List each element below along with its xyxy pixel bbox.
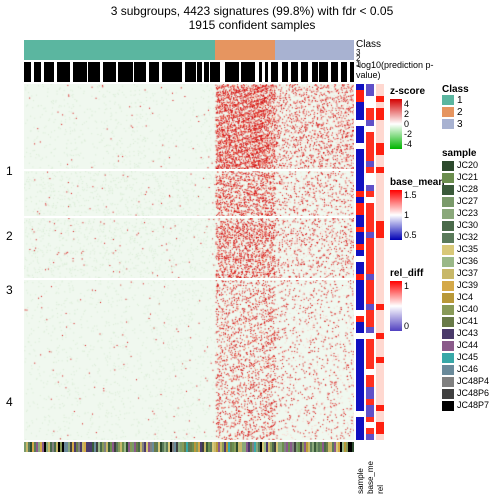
class-seg-2: [215, 40, 274, 60]
class-annotation-bar: [24, 40, 354, 60]
heatmap-group-4: [24, 278, 354, 440]
sample-leg-JC20: JC20: [442, 159, 489, 171]
annot-col-base_mean: [356, 84, 364, 440]
class-seg-3: [275, 40, 354, 60]
sample-leg-JC48P6: JC48P6: [442, 387, 489, 399]
annot-col-rel: [366, 84, 374, 440]
row-label-1: 1: [6, 164, 13, 178]
annot-col-z: [376, 84, 384, 440]
title: 3 subgroups, 4423 signatures (99.8%) wit…: [0, 0, 504, 18]
sample-leg-JC43: JC43: [442, 327, 489, 339]
sample-leg-JC27: JC27: [442, 195, 489, 207]
sample-leg-JC45: JC45: [442, 351, 489, 363]
main-area: 1234: [24, 40, 354, 480]
row-label-3: 3: [6, 283, 13, 297]
row-annotation-labels: sample base_me rel: [356, 461, 384, 494]
heatmap-group-2: [24, 169, 354, 216]
class-seg-1: [24, 40, 215, 60]
sample-leg-JC4: JC4: [442, 291, 489, 303]
sample-leg-JC48P7: JC48P7: [442, 399, 489, 411]
sample-leg-JC28: JC28: [442, 183, 489, 195]
sample-leg-JC23: JC23: [442, 207, 489, 219]
heatmap-group-1: [24, 84, 354, 169]
class-leg-2: 2: [442, 107, 469, 119]
sample-leg-JC30: JC30: [442, 219, 489, 231]
sample-leg-JC32: JC32: [442, 231, 489, 243]
sample-leg-JC41: JC41: [442, 315, 489, 327]
sample-leg-JC37: JC37: [442, 267, 489, 279]
sample-leg-JC39: JC39: [442, 279, 489, 291]
sample-leg-JC21: JC21: [442, 171, 489, 183]
class-leg-1: 1: [442, 95, 469, 107]
row-label-2: 2: [6, 229, 13, 243]
heatmap: 1234: [24, 84, 354, 440]
sample-leg-JC36: JC36: [442, 255, 489, 267]
class-leg-3: 3: [442, 119, 469, 131]
sample-leg-JC40: JC40: [442, 303, 489, 315]
row-label-4: 4: [6, 395, 13, 409]
pvalue-barcode: [24, 62, 354, 82]
sample-leg-JC44: JC44: [442, 339, 489, 351]
sample-legend: sample JC20JC21JC28JC27JC23JC30JC32JC35J…: [442, 142, 489, 411]
sample-leg-JC48P4: JC48P4: [442, 375, 489, 387]
heatmap-group-3: [24, 216, 354, 278]
row-annotations: [356, 84, 384, 440]
class-legend: Class 123: [442, 78, 469, 131]
figure: 3 subgroups, 4423 signatures (99.8%) wit…: [0, 0, 504, 504]
sample-leg-JC35: JC35: [442, 243, 489, 255]
subtitle: 1915 confident samples: [0, 18, 504, 32]
sample-leg-JC46: JC46: [442, 363, 489, 375]
sample-annotation-bar: [24, 442, 354, 452]
